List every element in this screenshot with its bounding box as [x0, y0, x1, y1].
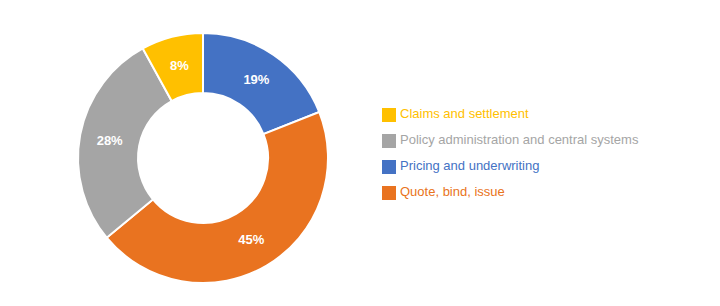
html-text:Policy administration and cent: Policy administration and central system…	[400, 132, 639, 147]
svg-text:8%: 8%	[170, 58, 189, 73]
svg-text:45%: 45%	[238, 232, 264, 247]
svg-text:19%: 19%	[243, 72, 269, 87]
html-text:Claims and settlement: Claims and settlement	[400, 106, 529, 121]
html-text:Quote, bind, issue: Quote, bind, issue	[400, 184, 505, 199]
html-text:Pricing and underwriting: Pricing and underwriting	[400, 158, 540, 173]
svg-text:28%: 28%	[97, 133, 123, 148]
